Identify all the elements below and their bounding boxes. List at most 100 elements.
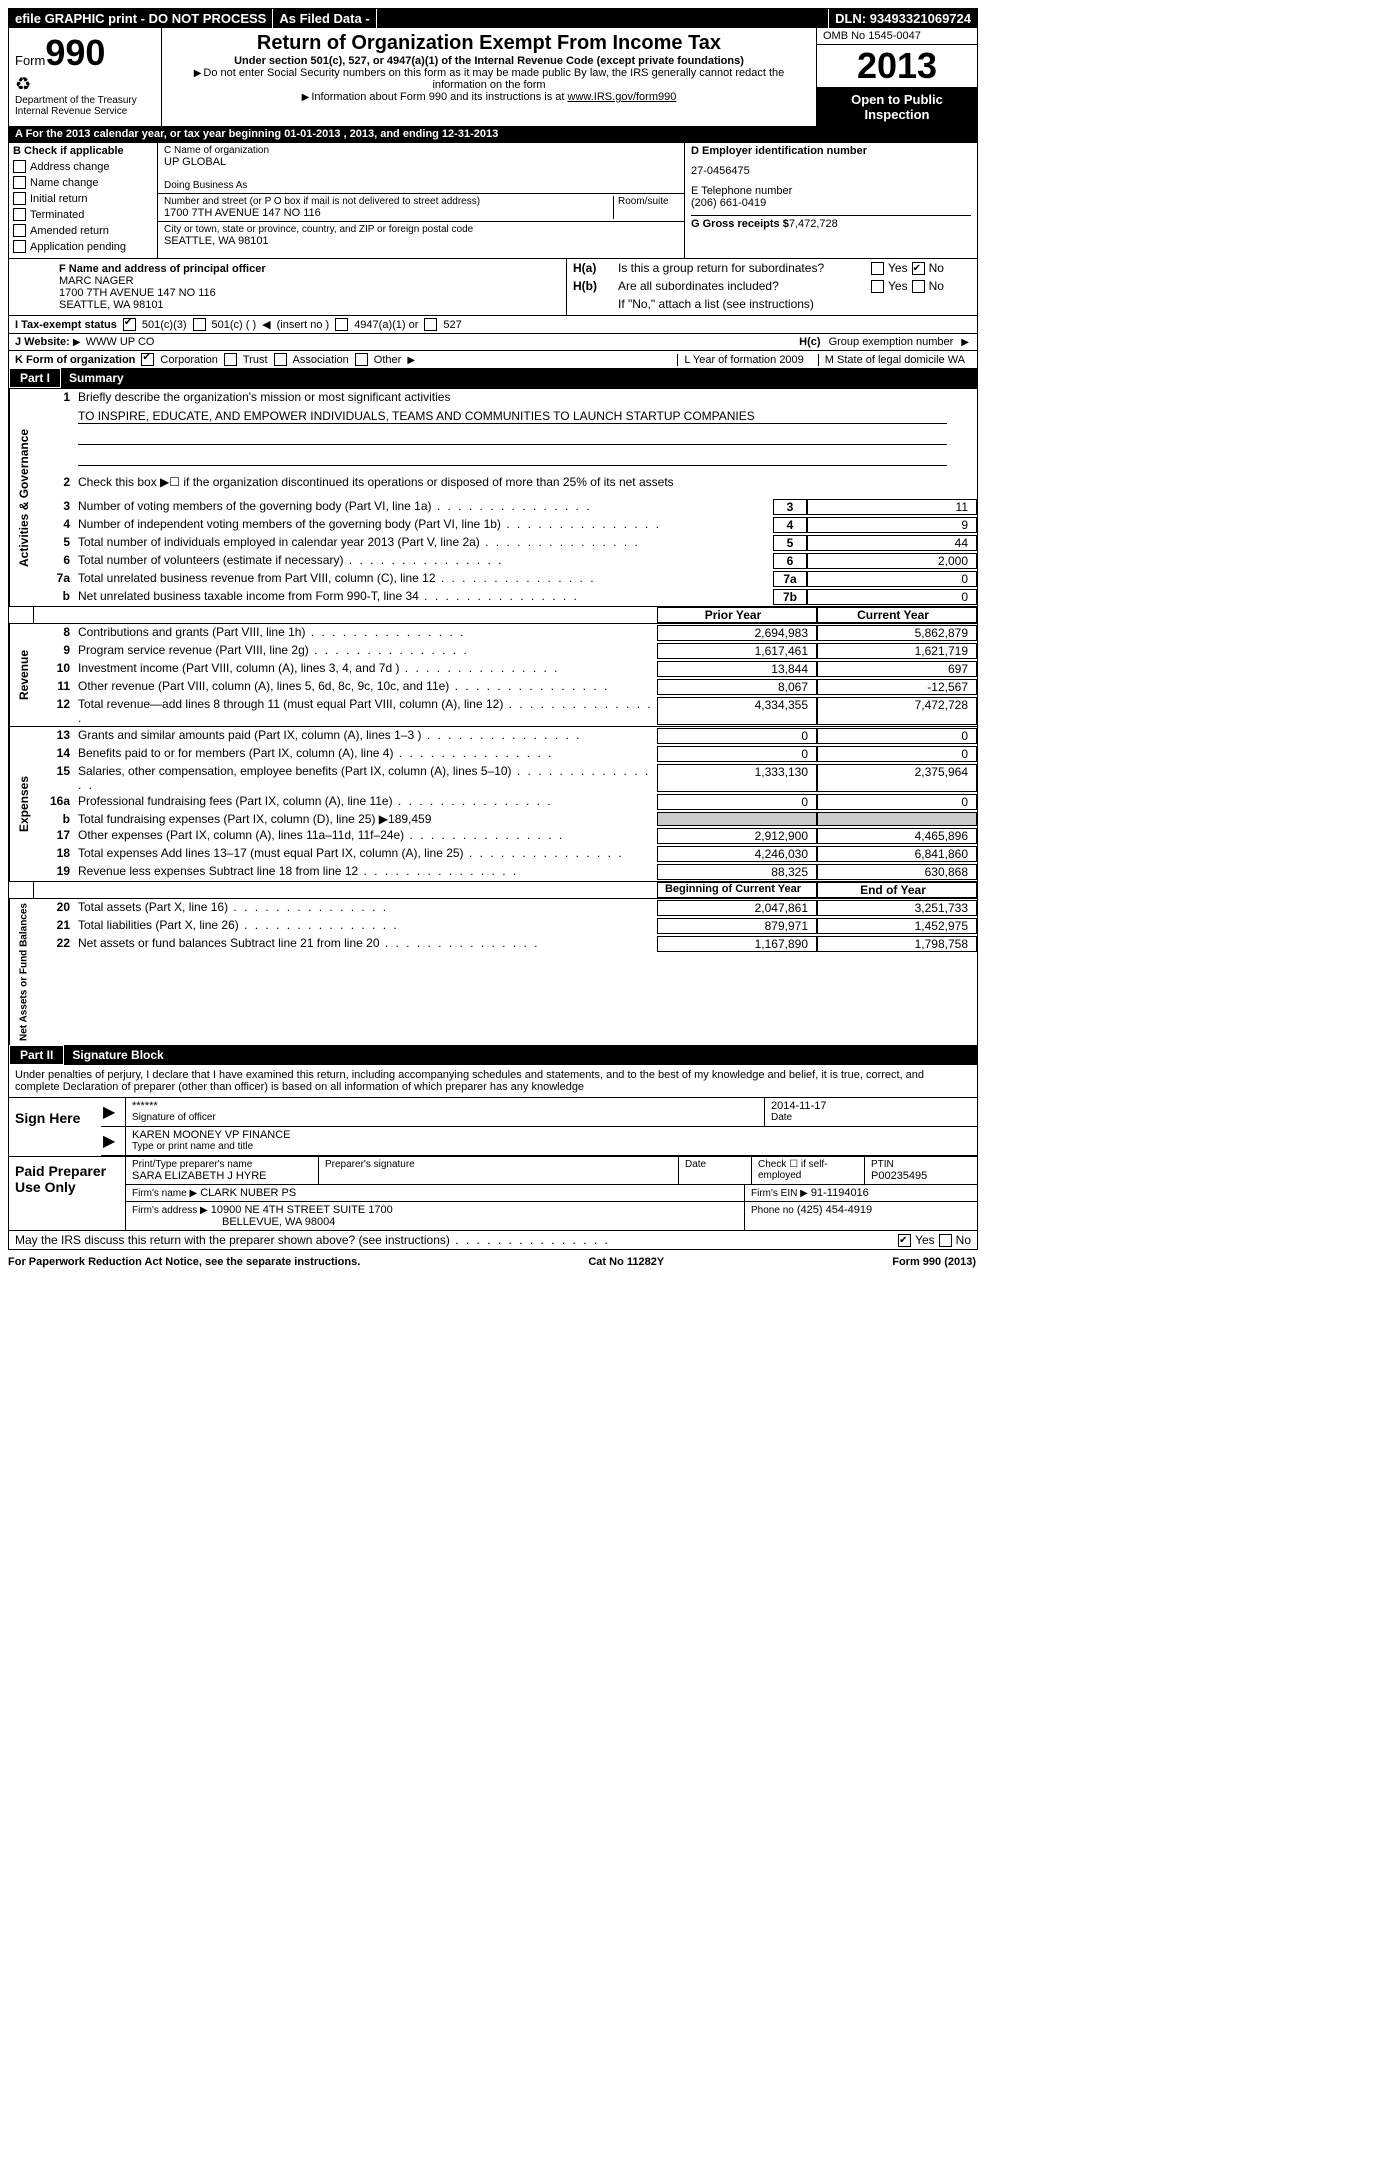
irs-label: Internal Revenue Service (15, 106, 155, 117)
addr-label: Number and street (or P O box if mail is… (164, 196, 609, 207)
firm-addr-1: 10900 NE 4TH STREET SUITE 1700 (211, 1204, 393, 1216)
preparer-sig-label: Preparer's signature (325, 1159, 672, 1170)
city-label: City or town, state or province, country… (164, 224, 678, 235)
check-association[interactable] (274, 353, 287, 366)
header-left: Form990 ♻ Department of the Treasury Int… (9, 28, 162, 126)
line-hc: H(c) Group exemption number (799, 336, 971, 348)
dln-label: DLN: 93493321069724 (829, 9, 977, 28)
self-employed-check[interactable]: Check ☐ if self-employed (751, 1157, 864, 1184)
part-i-num: Part I (9, 368, 61, 388)
activities-governance-section: Activities & Governance 1 Briefly descri… (9, 388, 977, 606)
firm-phone: (425) 454-4919 (797, 1204, 872, 1216)
h-a-yesno[interactable]: YesNo (871, 261, 971, 275)
signature-row: ▶ ****** Signature of officer 2014-11-17… (101, 1098, 977, 1127)
form-id: Form 990 (2013) (892, 1256, 976, 1268)
firm-address-row: Firm's address ▶ 10900 NE 4TH STREET SUI… (125, 1202, 977, 1230)
check-501c3[interactable] (123, 318, 136, 331)
check-name-change[interactable]: Name change (13, 176, 153, 189)
check-application-pending[interactable]: Application pending (13, 240, 153, 253)
paid-preparer-block: Paid Preparer Use Only Print/Type prepar… (9, 1156, 977, 1231)
check-trust[interactable] (224, 353, 237, 366)
check-amended-return[interactable]: Amended return (13, 224, 153, 237)
check-initial-return[interactable]: Initial return (13, 192, 153, 205)
line-k-label: K Form of organization (15, 354, 135, 366)
check-address-change[interactable]: Address change (13, 160, 153, 173)
header-center: Return of Organization Exempt From Incom… (162, 28, 817, 126)
revenue-section: Revenue 8 Contributions and grants (Part… (9, 623, 977, 726)
top-bar: efile GRAPHIC print - DO NOT PROCESS As … (9, 9, 977, 28)
line-11: 11 Other revenue (Part VIII, column (A),… (38, 678, 977, 696)
line-4: 4 Number of independent voting members o… (38, 516, 977, 534)
firm-name: CLARK NUBER PS (200, 1187, 296, 1199)
line-b: b Net unrelated business taxable income … (38, 588, 977, 606)
city-row: City or town, state or province, country… (158, 222, 684, 249)
part-ii-num: Part II (9, 1045, 64, 1065)
part-ii-title: Signature Block (64, 1046, 171, 1064)
line-12: 12 Total revenue—add lines 8 through 11 … (38, 696, 977, 726)
check-501c[interactable] (193, 318, 206, 331)
name-title-field: KAREN MOONEY VP FINANCE Type or print na… (126, 1127, 977, 1155)
officer-addr2: SEATTLE, WA 98101 (59, 299, 560, 311)
sign-here-block: Sign Here ▶ ****** Signature of officer … (9, 1098, 977, 1156)
irs-link[interactable]: www.IRS.gov/form990 (568, 91, 677, 103)
check-corporation[interactable] (141, 353, 154, 366)
preparer-row-1: Print/Type preparer's name SARA ELIZABET… (125, 1157, 977, 1185)
preparer-name: SARA ELIZABETH J HYRE (132, 1170, 312, 1182)
pra-notice: For Paperwork Reduction Act Notice, see … (8, 1256, 360, 1268)
gross-receipts: G Gross receipts $7,472,728 (691, 215, 971, 230)
sign-here-label: Sign Here (9, 1098, 101, 1156)
org-name: UP GLOBAL (164, 156, 678, 168)
perjury-declaration: Under penalties of perjury, I declare th… (9, 1065, 977, 1098)
vert-label-governance: Activities & Governance (9, 389, 38, 606)
line-16a: 16a Professional fundraising fees (Part … (38, 793, 977, 811)
form-instruction-1: Do not enter Social Security numbers on … (170, 67, 808, 91)
line-i-label: I Tax-exempt status (15, 319, 117, 331)
city-state-zip: SEATTLE, WA 98101 (164, 235, 678, 247)
address-row: Number and street (or P O box if mail is… (158, 194, 684, 222)
phone-label: E Telephone number (691, 185, 971, 197)
line-j-website: J Website: WWW UP CO (15, 336, 154, 348)
line-k: K Form of organization Corporation Trust… (9, 350, 977, 368)
section-f: F Name and address of principal officer … (9, 259, 567, 315)
check-terminated[interactable]: Terminated (13, 208, 153, 221)
signature-field[interactable]: ****** Signature of officer (126, 1098, 764, 1126)
check-other[interactable] (355, 353, 368, 366)
h-b-line: H(b) Are all subordinates included? YesN… (567, 277, 977, 295)
col-beginning-year: Beginning of Current Year (657, 882, 817, 898)
form-instruction-2: Information about Form 990 and its instr… (170, 91, 808, 103)
line-3: 3 Number of voting members of the govern… (38, 498, 977, 516)
check-4947[interactable] (335, 318, 348, 331)
h-a-line: H(a) Is this a group return for subordin… (567, 259, 977, 277)
irs-discuss-yesno[interactable]: Yes No (898, 1233, 971, 1247)
preparer-date-label: Date (685, 1159, 745, 1170)
officer-addr1: 1700 7TH AVENUE 147 NO 116 (59, 287, 560, 299)
line-9: 9 Program service revenue (Part VIII, li… (38, 642, 977, 660)
page-footer: For Paperwork Reduction Act Notice, see … (8, 1250, 976, 1268)
line-19: 19 Revenue less expenses Subtract line 1… (38, 863, 977, 881)
section-b: B Check if applicable Address change Nam… (9, 143, 158, 258)
col-prior-year: Prior Year (657, 607, 817, 623)
as-filed-label: As Filed Data - (273, 9, 376, 28)
ein-label: D Employer identification number (691, 145, 971, 157)
line-2: 2 Check this box ▶☐ if the organization … (38, 474, 977, 490)
line-18: 18 Total expenses Add lines 13–17 (must … (38, 845, 977, 863)
org-name-label: C Name of organization (164, 145, 678, 156)
section-fh-row: F Name and address of principal officer … (9, 258, 977, 315)
mission-blank-2 (78, 451, 947, 466)
vert-label-expenses: Expenses (9, 727, 38, 881)
line-j-hc-row: J Website: WWW UP CO H(c) Group exemptio… (9, 333, 977, 350)
arrow-icon: ▶ (101, 1098, 126, 1126)
efile-notice: efile GRAPHIC print - DO NOT PROCESS (9, 9, 273, 28)
check-527[interactable] (424, 318, 437, 331)
line-22: 22 Net assets or fund balances Subtract … (38, 935, 977, 953)
line-13: 13 Grants and similar amounts paid (Part… (38, 727, 977, 745)
line-17: 17 Other expenses (Part IX, column (A), … (38, 827, 977, 845)
officer-name: MARC NAGER (59, 275, 560, 287)
line-6: 6 Total number of volunteers (estimate i… (38, 552, 977, 570)
arrow-icon: ▶ (101, 1127, 126, 1155)
vert-label-revenue: Revenue (9, 624, 38, 726)
part-ii-header: Part II Signature Block (9, 1045, 977, 1065)
h-b-yesno[interactable]: YesNo (871, 279, 971, 293)
line-7a: 7a Total unrelated business revenue from… (38, 570, 977, 588)
part-i-header: Part I Summary (9, 368, 977, 388)
